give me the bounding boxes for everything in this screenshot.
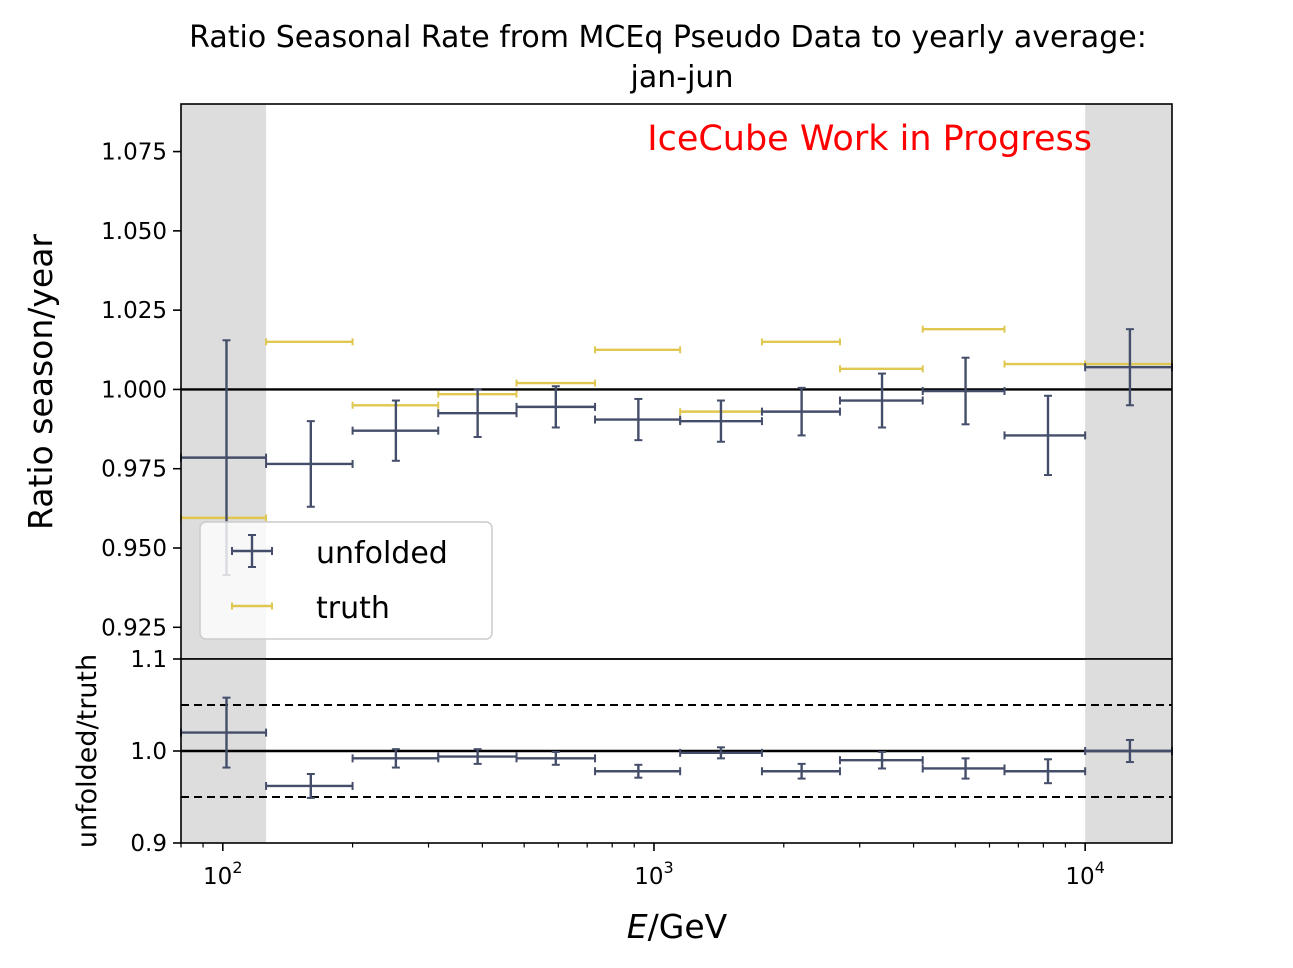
x-tick-label: 102 [203,858,242,890]
x-axis-label-symbol: E [627,907,648,946]
top-y-tick-label: 0.975 [101,457,167,483]
bottom-y-tick-label: 0.9 [130,831,167,857]
y-axis-label-bottom: unfolded/truth [72,654,103,848]
bottom-y-tick-label: 1.0 [130,739,167,765]
chart-title-line2: jan-jun [630,60,734,95]
bottom-panel-frame [180,658,1173,844]
top-panel: 0.925 0.950 0.975 1.000 1.025 1.050 1.075 IceC… [101,103,1173,660]
legend-truth-marker [231,602,273,610]
legend-unfolded-marker [231,534,273,568]
bottom-y-tick-label: 1.1 [130,647,167,673]
x-axis-label-unit: /GeV [648,907,728,946]
chart-title-line1: Ratio Seasonal Rate from MCEq Pseudo Dat… [189,20,1147,55]
y-axis-label-top: Ratio season/year [21,234,60,530]
top-y-tick-label: 0.950 [101,536,167,562]
top-y-tick-label: 1.050 [101,219,167,245]
x-tick-label: 103 [634,858,673,890]
legend: unfolded truth [199,521,493,640]
legend-unfolded-label: unfolded [316,536,448,571]
top-y-tick-label: 0.925 [101,615,167,641]
work-in-progress-annotation: IceCube Work in Progress [647,119,1092,159]
x-axis-label: E/GeV [627,907,728,946]
top-y-tick-label: 1.075 [101,140,167,166]
top-y-tick-label: 1.025 [101,298,167,324]
bottom-panel: 0.9 1.0 1.1 [130,647,1173,857]
x-axis: 102 103 104 [180,843,1105,890]
top-shaded-region-1 [1085,104,1172,659]
legend-truth-label: truth [316,591,390,626]
x-tick-label: 104 [1065,858,1104,890]
top-y-tick-label: 1.000 [101,377,167,403]
